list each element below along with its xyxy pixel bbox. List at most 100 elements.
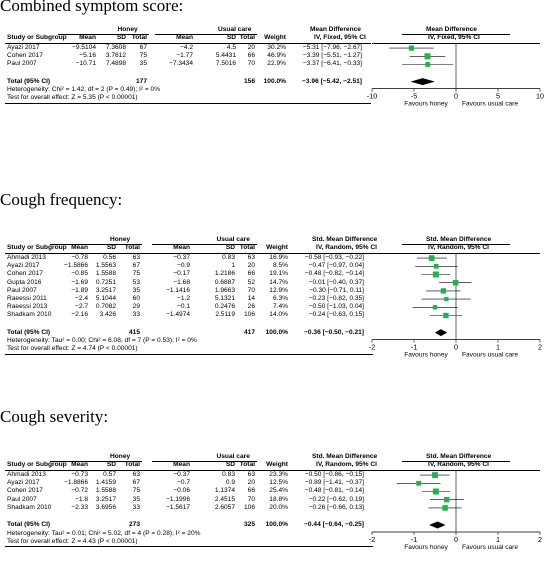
forest-sub: IV, Random, 95% CI: [428, 461, 489, 468]
sd-1: 3.2517: [95, 495, 116, 503]
heterogeneity-text: Heterogeneity: Tau² = 0.01; Chi² = 5.02,…: [7, 529, 201, 537]
point-estimate-marker: [432, 271, 439, 278]
col-weight: Weight: [264, 34, 286, 41]
favours-left-label: Favours honey: [404, 352, 448, 359]
heterogeneity-text: Heterogeneity: Chi² = 1.42, df = 2 (P = …: [7, 86, 161, 94]
bottom-rule: [5, 102, 371, 104]
pooled-diamond: [410, 78, 435, 86]
mean-1: −9.5104: [71, 44, 96, 51]
point-estimate-marker: [444, 296, 449, 302]
header-rule: [5, 42, 371, 44]
sd-2: 0.9: [225, 479, 235, 487]
x-tick-label: 0: [454, 343, 458, 352]
sd-1: 3.6956: [95, 503, 116, 511]
sd-1: 7.4898: [105, 60, 126, 68]
weight: 14.7%: [269, 278, 288, 286]
forest-header-rule: [402, 243, 510, 245]
point-estimate-marker: [443, 312, 449, 319]
sd-2: 1.2186: [214, 270, 235, 278]
col-weight: Weight: [266, 244, 288, 251]
point-estimate-marker: [440, 288, 447, 294]
total-1: 75: [139, 52, 147, 60]
x-tick-label: -2: [369, 535, 375, 544]
forest-sub: IV, Random, 95% CI: [428, 244, 489, 251]
mean-1: −0.72: [71, 487, 88, 495]
point-estimate-marker: [408, 45, 415, 51]
total-1: 67: [132, 479, 140, 487]
sd-1: 1.5588: [95, 270, 116, 278]
sd-2: 0.83: [222, 471, 235, 478]
weight: 8.5%: [272, 262, 288, 270]
weight: 46.9%: [267, 52, 286, 60]
point-estimate-marker: [432, 472, 438, 479]
total-n1: 177: [135, 77, 147, 85]
plot-title: Combined symptom score:: [0, 0, 184, 15]
effect-ci: −0.26 [−0.66, 0.13]: [308, 503, 364, 511]
study-name: Ayazi 2017: [7, 479, 40, 487]
col-sd-2: SD: [225, 461, 235, 468]
pooled-diamond: [435, 329, 448, 337]
weight: 23.3%: [269, 471, 288, 478]
total-n2: 325: [243, 521, 255, 528]
col-sd-2: SD: [226, 34, 236, 41]
x-tick-label: -10: [367, 92, 377, 101]
mean-1: −2.7: [74, 303, 88, 311]
col-total-2: Total: [239, 34, 255, 41]
heterogeneity-text: Heterogeneity: Tau² = 0.00; Chi² = 6.08,…: [7, 337, 197, 345]
total-n1: 415: [128, 328, 140, 336]
mean-2: −4.2: [179, 44, 193, 51]
forest-plot: -2 -1 0 1 2 Favours honey Favours usual care: [369, 470, 542, 551]
x-tick-label: 1: [496, 343, 500, 352]
favours-left-label: Favours honey: [404, 544, 448, 551]
mean-2: −0.37: [173, 254, 190, 261]
study-name: Ahmadi 2013: [7, 254, 46, 261]
total-2: 70: [247, 60, 255, 68]
sd-1: 7.3608: [105, 44, 126, 51]
total-ci: −0.36 [−0.50, −0.21]: [304, 328, 364, 336]
weight: 19.1%: [269, 270, 288, 278]
favours-right-label: Favours usual care: [462, 101, 518, 108]
forest-sub: IV, Fixed, 95% CI: [428, 34, 480, 41]
bottom-rule: [5, 546, 373, 547]
mean-1: −0.78: [71, 254, 88, 261]
col-weight: Weight: [266, 461, 288, 468]
favours-right-label: Favours usual care: [462, 544, 518, 551]
study-name: Cohen 2017: [7, 487, 43, 495]
col-effect-sub: IV, Fixed, 95% CI: [314, 34, 366, 41]
total-2: 70: [247, 286, 255, 294]
effect-ci: −0.22 [−0.62, 0.19]: [308, 495, 364, 503]
plot-title: Cough severity:: [0, 407, 109, 426]
col-effect-sub: IV, Random, 95% CI: [316, 244, 377, 251]
forest-header: Std. Mean Difference: [426, 453, 492, 460]
total-weight: 100.0%: [263, 77, 286, 85]
header-rule: [5, 469, 373, 471]
study-name: Paul 2007: [7, 495, 37, 503]
col-effect-sub: IV, Random, 95% CI: [316, 461, 377, 468]
group1-rule: [50, 460, 142, 462]
total-1: 75: [132, 487, 140, 495]
point-estimate-marker: [432, 305, 438, 310]
col-mean-1: Mean: [71, 461, 88, 468]
sd-1: 1.5588: [95, 487, 116, 495]
mean-2: −1.68: [173, 278, 190, 286]
total-1: 63: [132, 471, 140, 478]
mean-2: −1.77: [176, 52, 193, 60]
total-1: 33: [132, 311, 140, 319]
total-label: Total (95% CI): [7, 521, 51, 528]
sd-2: 2.6057: [214, 503, 235, 511]
group2-rule: [155, 33, 257, 35]
mean-1: −1.5866: [63, 262, 88, 270]
effect-ci: −0.89 [−1.41, −0.37]: [304, 479, 364, 487]
sd-2: 0.83: [222, 254, 235, 261]
col-total-2: Total: [239, 244, 255, 251]
point-estimate-marker: [444, 496, 450, 503]
study-name: Raeessi 2013: [7, 303, 48, 311]
forest-plot: -10 -5 0 5 10 Favours honey Favours usual care: [367, 43, 544, 108]
x-tick-label: -5: [411, 92, 417, 101]
effect-ci: −3.39 [−5.51, −1.27]: [302, 52, 362, 60]
total-1: 35: [132, 286, 140, 294]
effect-header: Mean Difference: [310, 26, 361, 33]
weight: 14.0%: [269, 311, 288, 319]
x-tick-label: -2: [369, 343, 375, 352]
mean-1: −1.69: [71, 278, 88, 286]
